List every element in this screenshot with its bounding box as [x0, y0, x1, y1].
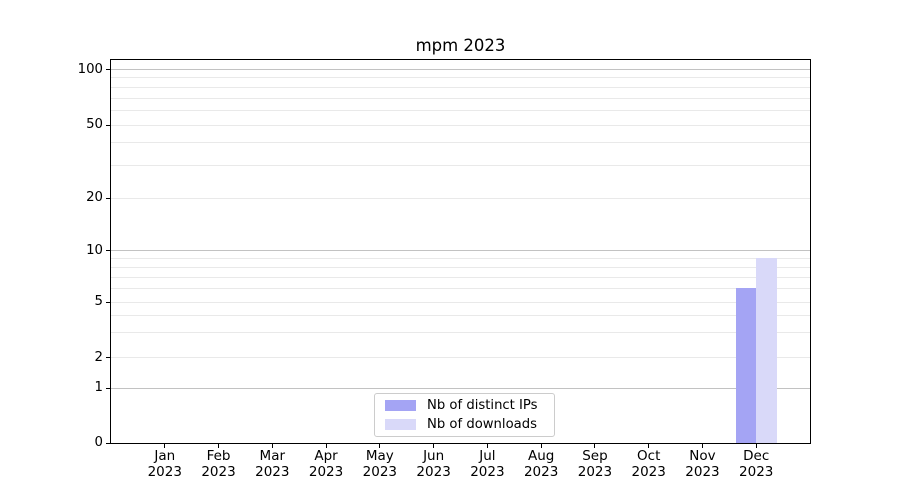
- x-tick-7: [540, 444, 542, 448]
- x-tick-11: [755, 444, 757, 448]
- y-tick-label-20: 20: [86, 190, 103, 205]
- x-tick-label-year: 2023: [685, 463, 720, 480]
- gridline-y-1: [111, 387, 810, 389]
- x-tick-label-0: Jan 2023: [122, 448, 208, 480]
- y-tick-label-100: 100: [77, 61, 103, 77]
- y-tick-1: [106, 387, 110, 389]
- x-tick-label-year: 2023: [201, 463, 236, 480]
- y-tick-label-2: 2: [94, 349, 103, 365]
- legend-swatch-0: [385, 400, 416, 411]
- x-tick-label-10: Nov 2023: [659, 448, 745, 480]
- x-tick-label-month: Apr: [314, 448, 338, 464]
- x-tick-label-year: 2023: [523, 463, 559, 480]
- x-tick-label-month: Mar: [259, 448, 286, 464]
- minor-gridline-y-30: [111, 165, 810, 167]
- y-tick-2: [106, 357, 110, 358]
- x-tick-8: [594, 444, 596, 448]
- x-tick-label-month: Sep: [582, 448, 608, 464]
- gridline-y-5: [111, 301, 810, 303]
- y-tick-5: [106, 301, 110, 303]
- bar-nb-of-distinct-ips-11: [735, 288, 757, 443]
- bar-nb-of-downloads-11: [756, 258, 777, 443]
- x-tick-label-year: 2023: [308, 463, 344, 480]
- x-tick-9: [648, 444, 650, 448]
- x-tick-label-7: Aug 2023: [498, 448, 584, 480]
- x-tick-label-year: 2023: [362, 463, 398, 480]
- gridline-y-20: [111, 197, 810, 199]
- x-tick-1: [218, 444, 220, 448]
- x-tick-label-year: 2023: [739, 463, 774, 480]
- x-tick-label-year: 2023: [470, 463, 505, 480]
- x-tick-label-9: Oct 2023: [606, 448, 692, 480]
- x-tick-label-2: Mar 2023: [229, 448, 315, 480]
- plot-area-frame: [110, 59, 811, 444]
- minor-gridline-y-40: [111, 142, 810, 144]
- x-tick-label-4: May 2023: [337, 448, 423, 480]
- x-tick-5: [433, 444, 435, 448]
- x-tick-label-11: Dec 2023: [713, 448, 799, 480]
- y-tick-10: [106, 250, 110, 251]
- x-tick-3: [325, 444, 327, 448]
- minor-gridline-y-70: [111, 97, 810, 99]
- legend-item-1: Nb of downloads: [385, 417, 554, 432]
- x-tick-label-6: Jul 2023: [444, 448, 530, 480]
- minor-gridline-y-80: [111, 86, 810, 88]
- gridline-y-2: [111, 357, 810, 358]
- minor-gridline-y-8: [111, 266, 810, 268]
- x-tick-label-year: 2023: [255, 463, 290, 480]
- x-tick-2: [271, 444, 273, 448]
- legend-label-0: Nb of distinct IPs: [427, 398, 538, 413]
- gridline-y-10: [111, 250, 810, 251]
- x-tick-label-5: Jun 2023: [391, 448, 477, 480]
- y-tick-label-0: 0: [94, 435, 103, 450]
- x-tick-label-month: Aug: [527, 448, 555, 464]
- x-tick-label-month: Jan: [154, 448, 176, 464]
- x-tick-label-month: Jun: [423, 448, 445, 464]
- x-tick-label-8: Sep 2023: [552, 448, 638, 480]
- chart-title: mpm 2023: [415, 36, 506, 55]
- x-tick-label-1: Feb 2023: [176, 448, 262, 480]
- legend: Nb of distinct IPs Nb of downloads: [374, 393, 555, 437]
- legend-swatch-1: [385, 419, 416, 430]
- x-tick-label-year: 2023: [577, 463, 613, 480]
- x-tick-0: [164, 444, 166, 448]
- x-tick-label-month: Nov: [689, 448, 716, 464]
- x-tick-label-month: Oct: [637, 448, 661, 464]
- y-tick-0: [106, 442, 110, 444]
- y-tick-20: [106, 197, 110, 199]
- gridline-y-50: [111, 124, 810, 126]
- x-tick-label-month: May: [365, 448, 394, 464]
- y-tick-50: [106, 124, 110, 126]
- x-tick-label-month: Feb: [206, 448, 231, 464]
- y-tick-label-10: 10: [86, 242, 103, 258]
- minor-gridline-y-3: [111, 332, 810, 334]
- x-tick-label-month: Dec: [743, 448, 770, 464]
- minor-gridline-y-6: [111, 287, 810, 289]
- x-tick-label-year: 2023: [631, 463, 666, 480]
- x-tick-label-month: Jul: [479, 448, 496, 464]
- minor-gridline-y-9: [111, 257, 810, 259]
- x-tick-4: [379, 444, 381, 448]
- x-tick-label-year: 2023: [147, 463, 182, 480]
- y-tick-100: [106, 69, 110, 70]
- x-tick-label-year: 2023: [416, 463, 451, 480]
- gridline-y-100: [111, 69, 810, 70]
- minor-gridline-y-7: [111, 276, 810, 278]
- x-tick-label-3: Apr 2023: [283, 448, 369, 480]
- minor-gridline-y-60: [111, 109, 810, 111]
- x-tick-10: [701, 444, 703, 448]
- minor-gridline-y-90: [111, 77, 810, 79]
- legend-item-0: Nb of distinct IPs: [385, 398, 554, 413]
- y-tick-label-1: 1: [94, 380, 103, 395]
- y-tick-label-5: 5: [94, 294, 103, 309]
- legend-label-1: Nb of downloads: [427, 417, 537, 432]
- y-tick-label-50: 50: [86, 117, 103, 132]
- minor-gridline-y-4: [111, 315, 810, 317]
- x-tick-6: [486, 444, 488, 448]
